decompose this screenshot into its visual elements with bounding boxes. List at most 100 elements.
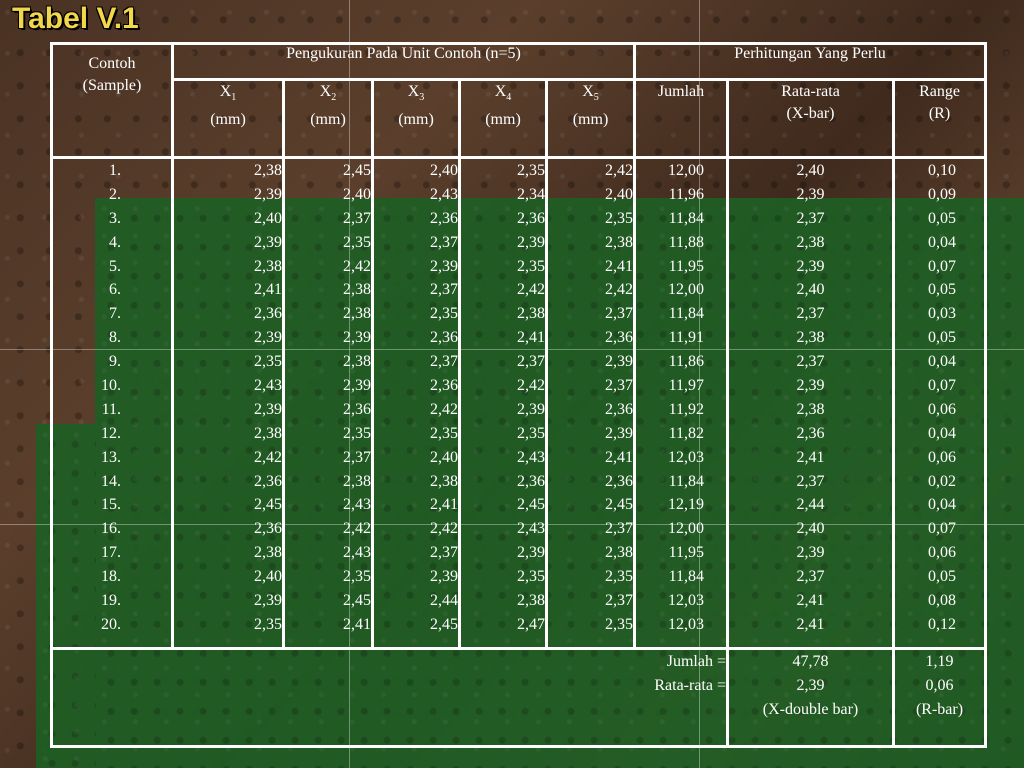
cell-sample-no: 6. — [109, 281, 121, 299]
cell-x3: 2,40 — [430, 448, 458, 466]
cell-jumlah: 12,03 — [668, 592, 704, 610]
header-sample-label: (Sample) — [82, 77, 142, 94]
cell-sample-no: 17. — [101, 544, 121, 562]
cell-xbar: 2,39 — [796, 544, 825, 562]
header-x-symbol: X — [219, 83, 232, 100]
cell-x5: 2,36 — [605, 400, 633, 418]
header-contoh-label: Contoh — [88, 55, 136, 72]
cell-x4: 2,34 — [517, 185, 545, 203]
cell-x3: 2,39 — [430, 257, 458, 275]
cell-sample-no: 5. — [109, 257, 121, 275]
footer-row: Jumlah = Rata-rata = 47,78 2,39 (X-doubl… — [50, 648, 987, 747]
column-xbar: 2,40 2,39 2,37 2,38 2,39 2,40 2,37 2,38 2,37 2,39… — [726, 157, 895, 650]
cell-x1: 2,38 — [254, 162, 282, 179]
cell-xbar: 2,38 — [796, 329, 825, 347]
cell-x3: 2,36 — [430, 209, 458, 227]
cell-xbar: 2,38 — [796, 233, 825, 251]
cell-x3: 2,42 — [430, 400, 458, 418]
cell-jumlah: 11,95 — [668, 257, 704, 275]
cell-jumlah: 11,95 — [668, 544, 704, 562]
cell-jumlah: 11,82 — [668, 424, 704, 442]
cell-x2: 2,36 — [343, 400, 371, 418]
cell-jumlah: 12,00 — [668, 162, 704, 179]
cell-jumlah: 11,97 — [668, 377, 704, 395]
footer-xdoublebar: (X-double bar) — [762, 701, 859, 718]
cell-x5: 2,42 — [605, 281, 633, 299]
cell-x2: 2,37 — [343, 209, 371, 227]
column-sample-no: 1. 2. 3. 4. 5. 6. 7. 8. 9. 10. 11. 12. 13. 14. 15. 16. 1… — [50, 157, 174, 650]
cell-x5: 2,41 — [605, 448, 633, 466]
cell-sample-no: 19. — [101, 592, 121, 610]
cell-x2: 2,43 — [343, 544, 371, 562]
cell-x2: 2,45 — [343, 162, 371, 179]
cell-xbar: 2,40 — [796, 281, 825, 299]
cell-range: 0,10 — [928, 162, 956, 179]
cell-x4: 2,35 — [517, 568, 545, 586]
header-x-symbol: X — [319, 83, 332, 100]
header-xbar-label: (X-bar) — [786, 105, 835, 122]
cell-jumlah: 12,03 — [668, 448, 704, 466]
cell-x3: 2,37 — [430, 544, 458, 562]
cell-range: 0,07 — [928, 377, 956, 395]
column-x3: 2,40 2,43 2,36 2,37 2,39 2,37 2,35 2,36 2,37 2,36… — [371, 157, 461, 650]
cell-x4: 2,37 — [517, 353, 545, 371]
cell-x4: 2,39 — [517, 400, 545, 418]
cell-x4: 2,38 — [517, 592, 545, 610]
cell-x2: 2,42 — [343, 257, 371, 275]
cell-jumlah: 11,92 — [668, 400, 704, 418]
cell-x5: 2,45 — [605, 496, 633, 514]
cell-range: 0,05 — [928, 281, 956, 299]
cell-range: 0,03 — [928, 305, 956, 323]
cell-jumlah: 11,91 — [668, 329, 704, 347]
cell-x3: 2,41 — [430, 496, 458, 514]
cell-x1: 2,42 — [254, 448, 282, 466]
cell-x5: 2,39 — [605, 424, 633, 442]
cell-x1: 2,38 — [254, 257, 282, 275]
cell-xbar: 2,37 — [796, 472, 825, 490]
column-x5: 2,42 2,40 2,35 2,38 2,41 2,42 2,37 2,36 2,39 2,37… — [545, 157, 636, 650]
cell-x1: 2,39 — [254, 329, 282, 347]
cell-x5: 2,41 — [605, 257, 633, 275]
cell-x1: 2,40 — [254, 568, 282, 586]
cell-x3: 2,37 — [430, 233, 458, 251]
cell-x3: 2,39 — [430, 568, 458, 586]
cell-sample-no: 10. — [101, 377, 121, 395]
cell-x1: 2,45 — [254, 496, 282, 514]
cell-x2: 2,43 — [343, 496, 371, 514]
cell-range: 0,04 — [928, 233, 956, 251]
cell-x4: 2,36 — [517, 209, 545, 227]
cell-x3: 2,37 — [430, 281, 458, 299]
header-x-label: X5 — [548, 81, 633, 109]
cell-x2: 2,40 — [343, 185, 371, 203]
cell-x5: 2,38 — [605, 544, 633, 562]
header-range: Range (R) — [892, 79, 987, 159]
cell-range: 0,09 — [928, 185, 956, 203]
header-jumlah: Jumlah — [633, 79, 729, 159]
footer-avg-xbar: 2,39 — [796, 677, 825, 694]
cell-sample-no: 15. — [101, 496, 121, 514]
header-x3: X3 (mm) — [371, 79, 461, 159]
cell-x4: 2,42 — [517, 377, 545, 395]
cell-x4: 2,43 — [517, 520, 545, 538]
cell-range: 0,07 — [928, 520, 956, 538]
cell-x4: 2,45 — [517, 496, 545, 514]
cell-x2: 2,39 — [343, 377, 371, 395]
cell-x1: 2,43 — [254, 377, 282, 395]
cell-range: 0,06 — [928, 544, 956, 562]
header-x1: X1 (mm) — [171, 79, 285, 159]
cell-xbar: 2,40 — [796, 520, 825, 538]
column-jumlah: 12,00 11,96 11,84 11,88 11,95 12,00 11,84 11,91… — [633, 157, 729, 650]
column-x1: 2,38 2,39 2,40 2,39 2,38 2,41 2,36 2,39 2,35 2,43… — [171, 157, 285, 650]
cell-jumlah: 11,96 — [668, 185, 704, 203]
cell-range: 0,04 — [928, 424, 956, 442]
header-x-unit: (mm) — [572, 111, 609, 129]
cell-x2: 2,39 — [343, 329, 371, 347]
cell-x2: 2,38 — [343, 305, 371, 323]
cell-sample-no: 9. — [109, 353, 121, 371]
header-x-subscript: 2 — [331, 92, 337, 104]
cell-x5: 2,37 — [605, 520, 633, 538]
cell-x2: 2,38 — [343, 281, 371, 299]
cell-x2: 2,37 — [343, 448, 371, 466]
cell-x5: 2,39 — [605, 353, 633, 371]
cell-range: 0,02 — [928, 472, 956, 490]
